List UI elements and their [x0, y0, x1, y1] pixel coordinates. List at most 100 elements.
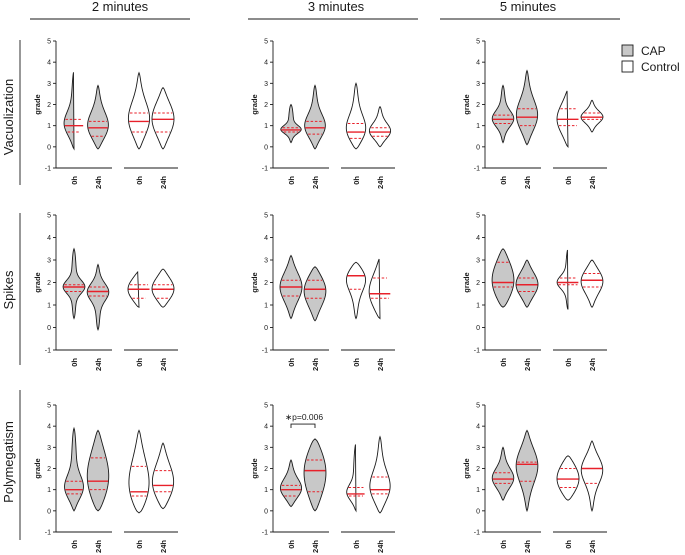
y-tick-label: 2	[47, 280, 51, 287]
y-tick-label: -1	[474, 530, 480, 537]
violin-control	[556, 455, 580, 501]
y-tick-label: 0	[476, 508, 480, 515]
y-tick-label: 4	[47, 424, 51, 431]
y-tick-label: -1	[474, 166, 480, 173]
x-tick-label: 24h	[588, 358, 597, 371]
x-tick-label: 24h	[94, 176, 103, 189]
y-tick-label: 1	[47, 303, 51, 310]
violin-cap	[491, 248, 515, 308]
violin-cap	[87, 84, 109, 150]
significance-bracket	[290, 423, 316, 429]
y-tick-label: 5	[264, 213, 268, 220]
x-tick-label: 0h	[499, 540, 508, 549]
violin-control	[151, 442, 175, 510]
y-tick-label: -1	[474, 348, 480, 355]
violin-control	[556, 249, 569, 310]
x-tick-label: 0h	[352, 358, 361, 367]
y-tick-label: 4	[264, 60, 268, 67]
y-tick-label: 2	[264, 280, 268, 287]
y-tick-label: 0	[264, 508, 268, 515]
x-tick-label: 0h	[564, 540, 573, 549]
x-tick-label: 0h	[287, 176, 296, 185]
y-tick-label: 0	[476, 144, 480, 151]
violin-cap	[86, 429, 110, 512]
y-tick-label: 0	[264, 325, 268, 332]
y-tick-label: 3	[476, 81, 480, 88]
row-label-polymegatism: Polymegatism	[1, 421, 16, 503]
y-tick-label: 3	[264, 258, 268, 265]
legend-swatch-cap	[621, 44, 634, 57]
y-tick-label: -1	[262, 530, 268, 537]
y-tick-label: 4	[47, 235, 51, 242]
panel-vacuolization-5min: -1 0 1 2 3 4 5 grade 0h 24h 0h 24h	[462, 39, 607, 189]
violin-cap	[86, 263, 110, 331]
significance-label: ∗p=0.006	[285, 412, 323, 422]
violin-control	[369, 435, 391, 514]
y-tick-label: 1	[47, 487, 51, 494]
violin-cap	[63, 72, 75, 151]
y-tick-label: 3	[47, 81, 51, 88]
panel-polymegatism-2min: -1 0 1 2 3 4 5 grade 0h 24h 0h 24h	[33, 403, 178, 553]
y-tick-label: 3	[264, 81, 268, 88]
x-tick-label: 24h	[588, 176, 597, 189]
y-axis-label: grade	[462, 94, 471, 114]
y-tick-label: 2	[264, 466, 268, 473]
x-tick-label: 24h	[523, 540, 532, 553]
y-tick-label: 4	[264, 235, 268, 242]
y-tick-label: 4	[476, 424, 480, 431]
x-tick-label: 0h	[135, 540, 144, 549]
x-tick-label: 0h	[564, 176, 573, 185]
violin-control	[151, 268, 175, 308]
y-axis-label: grade	[33, 458, 42, 478]
violin-control	[151, 86, 175, 150]
y-tick-label: 5	[476, 403, 480, 410]
legend-label-cap: CAP	[641, 44, 666, 58]
violin-cap	[515, 69, 539, 146]
x-tick-label: 0h	[287, 358, 296, 367]
y-tick-label: 1	[476, 487, 480, 494]
x-tick-label: 0h	[564, 358, 573, 367]
x-tick-label: 24h	[523, 358, 532, 371]
x-tick-label: 0h	[135, 176, 144, 185]
violin-cap	[280, 103, 302, 144]
column-header-3min: 3 minutes	[308, 0, 365, 14]
y-tick-label: 1	[264, 123, 268, 130]
y-tick-label: -1	[45, 530, 51, 537]
y-tick-label: -1	[262, 166, 268, 173]
row-label-spikes: Spikes	[1, 270, 16, 310]
y-axis-label: grade	[250, 272, 259, 292]
x-tick-label: 24h	[311, 176, 320, 189]
y-tick-label: 5	[476, 213, 480, 220]
y-tick-label: 3	[47, 445, 51, 452]
x-tick-label: 24h	[159, 176, 168, 189]
x-tick-label: 0h	[287, 540, 296, 549]
x-tick-label: 24h	[588, 540, 597, 553]
x-tick-label: 24h	[376, 540, 385, 553]
y-tick-label: 0	[47, 325, 51, 332]
x-tick-label: 0h	[352, 540, 361, 549]
y-tick-label: 3	[264, 445, 268, 452]
y-tick-label: 1	[47, 123, 51, 130]
y-tick-label: -1	[45, 348, 51, 355]
violin-control	[345, 261, 367, 320]
column-header-5min: 5 minutes	[500, 0, 557, 14]
violin-cap	[303, 438, 327, 512]
panel-polymegatism-5min: -1 0 1 2 3 4 5 grade 0h 24h 0h 24h	[462, 403, 607, 553]
x-tick-label: 0h	[499, 176, 508, 185]
panel-polymegatism-3min: -1 0 1 2 3 4 5 grade 0h 24h 0h 24h ∗p=0.006	[250, 403, 395, 553]
violin-control	[580, 440, 604, 513]
y-tick-label: 5	[47, 213, 51, 220]
y-tick-label: 5	[264, 39, 268, 46]
y-tick-label: 2	[476, 466, 480, 473]
y-axis-label: grade	[462, 458, 471, 478]
y-tick-label: -1	[45, 166, 51, 173]
y-axis-label: grade	[33, 94, 42, 114]
y-tick-label: 1	[476, 303, 480, 310]
x-tick-label: 24h	[94, 540, 103, 553]
panel-spikes-3min: -1 0 1 2 3 4 5 grade 0h 24h 0h 24h	[250, 213, 395, 371]
y-tick-label: 4	[264, 424, 268, 431]
x-tick-label: 24h	[376, 176, 385, 189]
violin-cap	[491, 446, 515, 502]
y-tick-label: 2	[47, 102, 51, 109]
